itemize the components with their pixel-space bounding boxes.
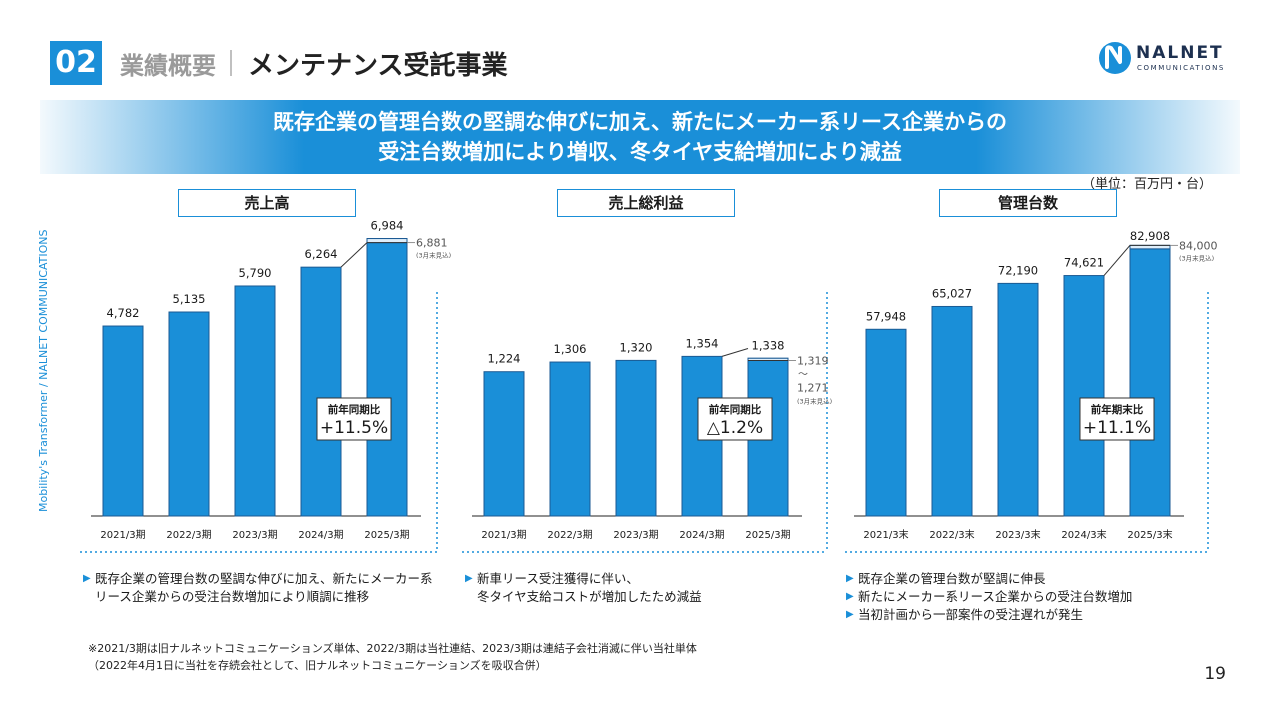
chart-title-sales: 売上高 [178,189,356,217]
bar [366,238,408,517]
bar-value-label: 6,984 [371,219,404,233]
page-title: メンテナンス受託事業 [248,51,508,81]
bar-value-label: 1,320 [620,340,653,354]
chart-title-gross-profit: 売上総利益 [557,189,735,217]
yoy-label: 前年同期比 [328,403,381,416]
yoy-value: +11.1% [1083,418,1151,438]
trend-connector [721,348,749,357]
bar-value-label: 82,908 [1130,229,1170,243]
yoy-box [697,397,773,441]
bullet-item: 当初計画から一部案件の受注遅れが発生 [846,606,1132,624]
bullets-managed-units: 既存企業の管理台数が堅調に伸長 新たにメーカー系リース企業からの受注台数増加 当… [846,570,1132,624]
x-tick-label: 2021/3末 [863,528,908,541]
yoy-box [316,397,392,441]
x-tick-label: 2024/3期 [298,529,343,541]
headline-banner: 既存企業の管理台数の堅調な伸びに加え、新たにメーカー系リース企業からの 受注台数… [40,100,1240,174]
bar [483,371,525,517]
headline-line-1: 既存企業の管理台数の堅調な伸びに加え、新たにメーカー系リース企業からの [273,110,1007,134]
bar [300,266,342,517]
bar [549,361,591,517]
footnote-line-1: ※2021/3期は旧ナルネットコミュニケーションズ単体、2022/3期は当社連結… [88,642,697,655]
bar-value-label: 74,621 [1064,256,1104,270]
x-tick-label: 2025/3期 [745,529,790,541]
forecast-note: (3月末見込) [416,251,451,260]
bar [865,328,907,517]
bar [1129,248,1171,517]
bar-value-label: 1,354 [686,336,719,350]
x-tick-label: 2022/3期 [166,529,211,541]
bar-value-label: 72,190 [998,263,1038,277]
bullet-item: 既存企業の管理台数の堅調な伸びに加え、新たにメーカー系リース企業からの受注台数増… [83,570,433,606]
forecast-note: (3月末見込) [797,397,832,406]
bar-value-label: 57,948 [866,309,906,323]
section-category: 業績概要 [120,52,216,80]
logo-name: NALNET [1136,43,1224,63]
bar-value-label: 1,338 [752,338,785,352]
forecast-note: (3月末見込) [1179,253,1214,262]
forecast-gap [1129,244,1171,250]
bar-value-label: 1,224 [488,352,521,366]
bar-value-label: 4,782 [107,306,140,320]
logo-mark-icon [1099,42,1131,74]
x-tick-label: 2023/3期 [232,529,277,541]
headline-line-2: 受注台数増加により増収、冬タイヤ支給増加により減益 [378,140,902,164]
header-divider [230,50,232,76]
x-tick-label: 2022/3末 [929,528,974,541]
forecast-gap [366,238,408,244]
bar-value-label: 5,135 [173,292,206,306]
company-logo: NALNET COMMUNICATIONS [1098,40,1238,80]
bar [1063,275,1105,517]
bar [931,305,973,517]
trend-connector [1103,245,1131,276]
unit-label: （単位：百万円・台） [1081,177,1212,192]
logo-subtitle: COMMUNICATIONS [1137,64,1225,72]
bar [102,325,144,517]
x-tick-label: 2022/3期 [547,529,592,541]
page-number: 19 [1204,664,1226,684]
bullet-item: 新車リース受注獲得に伴い、冬タイヤ支給コストが増加したため減益 [465,570,702,606]
bar-value-label: 1,306 [554,342,587,356]
x-tick-label: 2025/3期 [364,529,409,541]
forecast-value-label: 84,000 [1179,239,1218,252]
forecast-value-label: 1,319 [797,355,829,368]
chart-title-managed-units: 管理台数 [939,189,1117,217]
x-tick-label: 2023/3末 [995,528,1040,541]
forecast-value-label-low: 1,271 [797,382,829,395]
yoy-value: △1.2% [707,418,763,438]
x-tick-label: 2024/3期 [679,529,724,541]
forecast-range-tilde: 〜 [798,370,808,381]
bar-value-label: 6,264 [305,247,338,261]
x-tick-label: 2021/3期 [481,529,526,541]
section-number: 02 [50,41,102,85]
bullet-item: 新たにメーカー系リース企業からの受注台数増加 [846,588,1132,606]
yoy-label: 前年期末比 [1091,403,1144,416]
bar-value-label: 65,027 [932,286,972,300]
bullet-item: 既存企業の管理台数が堅調に伸長 [846,570,1132,588]
trend-connector [340,242,368,268]
bar [234,285,276,517]
bar [615,359,657,517]
forecast-value-label: 6,881 [416,237,448,250]
bar-value-label: 5,790 [239,266,272,280]
bullets-sales: 既存企業の管理台数の堅調な伸びに加え、新たにメーカー系リース企業からの受注台数増… [83,570,433,606]
yoy-box [1079,397,1155,441]
footnote-line-2: （2022年4月1日に当社を存続会社として、旧ナルネットコミュニケーションズを吸… [88,659,547,672]
bar [168,311,210,517]
x-tick-label: 2023/3期 [613,529,658,541]
yoy-label: 前年同期比 [709,403,762,416]
yoy-value: +11.5% [320,418,388,438]
x-tick-label: 2021/3期 [100,529,145,541]
x-tick-label: 2024/3末 [1061,528,1106,541]
bar [997,282,1039,517]
bullets-gross-profit: 新車リース受注獲得に伴い、冬タイヤ支給コストが増加したため減益 [465,570,702,606]
x-tick-label: 2025/3末 [1127,528,1172,541]
